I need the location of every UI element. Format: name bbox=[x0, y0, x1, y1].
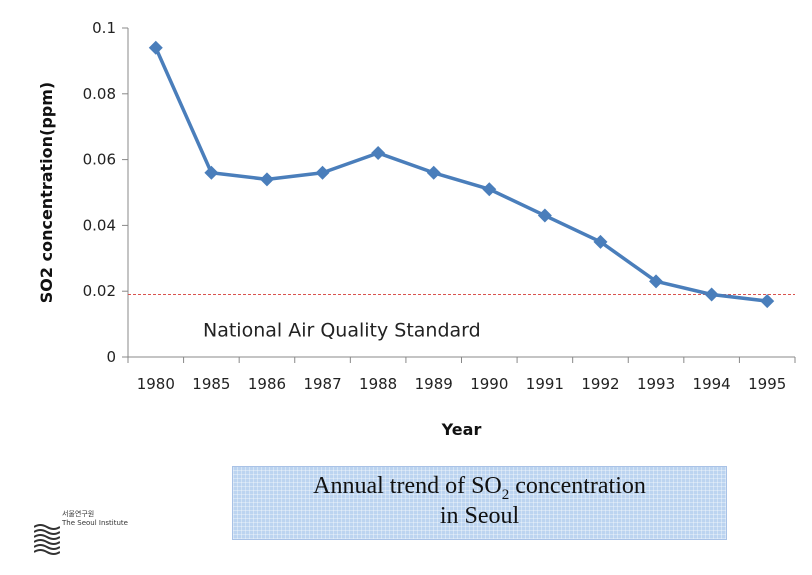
y-tick-label: 0.08 bbox=[83, 85, 116, 103]
data-point-marker bbox=[204, 165, 219, 180]
y-tick-label: 0 bbox=[106, 348, 116, 366]
x-tick-label: 1991 bbox=[526, 375, 564, 393]
x-tick-label: 1992 bbox=[581, 375, 619, 393]
x-tick-label: 1995 bbox=[748, 375, 786, 393]
x-tick-label: 1994 bbox=[693, 375, 731, 393]
y-tick-label: 0.02 bbox=[83, 282, 116, 300]
data-point-marker bbox=[537, 208, 552, 223]
data-point-marker bbox=[704, 287, 719, 302]
wave-logo-icon bbox=[34, 524, 60, 555]
series-line bbox=[154, 47, 768, 303]
data-point-marker bbox=[426, 165, 441, 180]
x-tick-label: 1980 bbox=[137, 375, 175, 393]
caption-line-2: in Seoul bbox=[439, 503, 520, 529]
data-point-marker bbox=[371, 146, 386, 161]
x-tick-label: 1988 bbox=[359, 375, 397, 393]
data-point-marker bbox=[259, 172, 274, 187]
x-tick-label: 1985 bbox=[192, 375, 230, 393]
x-axis-title: Year bbox=[441, 420, 482, 439]
y-tick-label: 0.06 bbox=[83, 151, 116, 169]
axes: 0 0.02 0.04 0.06 0.08 0.1 1980 1985 1986 1987 1988… bbox=[83, 19, 796, 393]
caption-prefix: Annual trend of SO bbox=[313, 473, 502, 499]
data-point-marker bbox=[649, 274, 664, 289]
caption-suffix: concentration bbox=[509, 473, 646, 499]
caption-line-1: Annual trend of SO2 concentration bbox=[233, 471, 726, 503]
x-tick-label: 1993 bbox=[637, 375, 675, 393]
reference-line-label: National Air Quality Standard bbox=[203, 319, 481, 341]
data-point-marker bbox=[760, 294, 775, 309]
logo-english-name: The Seoul Institute bbox=[62, 519, 128, 527]
data-point-marker bbox=[315, 165, 330, 180]
y-tick-label: 0.04 bbox=[83, 216, 116, 234]
data-point-marker bbox=[482, 182, 497, 197]
chart-caption: Annual trend of SO2 concentration in Seo… bbox=[232, 466, 727, 540]
logo-korean-name: 서울연구원 bbox=[62, 510, 95, 518]
x-tick-label: 1986 bbox=[248, 375, 286, 393]
data-point-marker bbox=[148, 40, 163, 55]
caption-subscript: 2 bbox=[501, 486, 510, 503]
so2-line-chart: 0 0.02 0.04 0.06 0.08 0.1 1980 1985 1986 1987 1988… bbox=[37, 19, 796, 439]
seoul-institute-logo: 서울연구원 The Seoul Institute bbox=[34, 509, 144, 559]
y-axis-title: SO2 concentration(ppm) bbox=[37, 82, 56, 303]
data-point-marker bbox=[593, 234, 608, 249]
y-tick-label: 0.1 bbox=[92, 19, 116, 37]
x-tick-label: 1990 bbox=[470, 375, 508, 393]
series-group bbox=[148, 40, 775, 309]
x-tick-label: 1989 bbox=[415, 375, 453, 393]
x-tick-label: 1987 bbox=[303, 375, 341, 393]
